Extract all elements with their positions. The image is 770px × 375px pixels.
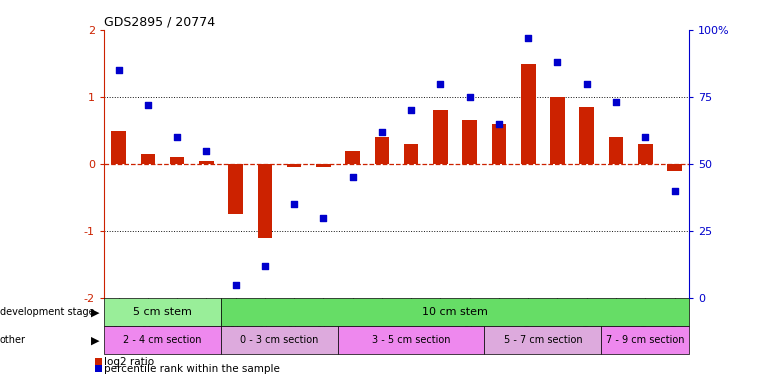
Bar <box>169 158 185 164</box>
Bar <box>601 326 689 354</box>
Bar <box>521 63 536 164</box>
Point <box>112 67 125 73</box>
Text: percentile rank within the sample: percentile rank within the sample <box>104 364 280 374</box>
Bar <box>403 144 419 164</box>
Text: 10 cm stem: 10 cm stem <box>422 307 488 317</box>
Bar <box>257 164 273 238</box>
Bar <box>550 97 564 164</box>
Bar <box>491 124 507 164</box>
Text: other: other <box>0 335 26 345</box>
Point <box>610 99 622 105</box>
Bar <box>111 130 126 164</box>
Point <box>288 201 300 207</box>
Point <box>551 59 564 65</box>
Point <box>229 282 242 288</box>
Bar <box>433 110 447 164</box>
Text: 5 - 7 cm section: 5 - 7 cm section <box>504 335 582 345</box>
Text: 2 - 4 cm section: 2 - 4 cm section <box>123 335 202 345</box>
Point <box>522 35 534 41</box>
Point <box>493 121 505 127</box>
Text: development stage: development stage <box>0 307 95 317</box>
Bar <box>608 137 623 164</box>
Point <box>376 129 388 135</box>
Text: 3 - 5 cm section: 3 - 5 cm section <box>372 335 450 345</box>
Bar <box>286 164 301 167</box>
Point <box>434 81 447 87</box>
Point <box>171 134 183 140</box>
Point <box>639 134 651 140</box>
Bar <box>484 326 601 354</box>
Bar <box>104 298 221 326</box>
Point <box>464 94 476 100</box>
Point <box>259 263 271 269</box>
Bar <box>638 144 653 164</box>
Point <box>142 102 154 108</box>
Text: 7 - 9 cm section: 7 - 9 cm section <box>606 335 685 345</box>
Point <box>346 174 359 180</box>
Text: 0 - 3 cm section: 0 - 3 cm section <box>240 335 319 345</box>
Text: ▶: ▶ <box>91 335 99 345</box>
Bar <box>104 326 221 354</box>
Text: GDS2895 / 20774: GDS2895 / 20774 <box>104 16 215 29</box>
Bar <box>228 164 243 214</box>
Bar <box>374 137 389 164</box>
Bar <box>579 107 594 164</box>
Bar <box>338 326 484 354</box>
Point <box>317 214 330 220</box>
Point <box>668 188 681 194</box>
Point <box>581 81 593 87</box>
Text: ▶: ▶ <box>91 307 99 317</box>
Text: log2 ratio: log2 ratio <box>104 357 154 367</box>
Bar <box>199 161 213 164</box>
Bar <box>221 298 689 326</box>
Point <box>405 107 417 113</box>
Bar <box>221 326 338 354</box>
Bar <box>667 164 682 171</box>
Bar <box>462 120 477 164</box>
Bar <box>140 154 156 164</box>
Bar <box>345 151 360 164</box>
Bar <box>316 164 331 167</box>
Text: 5 cm stem: 5 cm stem <box>133 307 192 317</box>
Point <box>200 148 213 154</box>
